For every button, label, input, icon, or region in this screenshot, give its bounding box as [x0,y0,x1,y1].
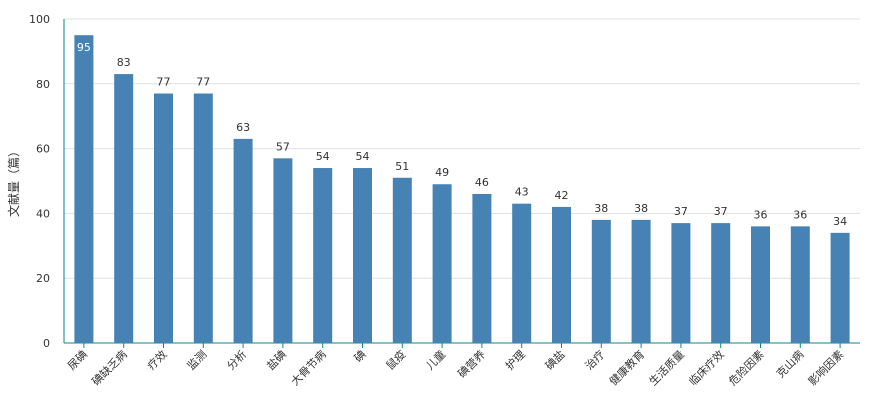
bar[interactable] [74,35,94,343]
data-label: 42 [555,189,569,202]
axes [63,19,860,348]
data-label: 37 [674,205,688,218]
data-label: 38 [634,202,648,215]
bar[interactable] [313,168,333,343]
data-label: 83 [117,56,131,69]
bar[interactable] [193,93,213,344]
x-tick-label: 影响因素 [806,348,846,388]
bar[interactable] [671,223,691,343]
data-label: 37 [714,205,728,218]
data-label: 77 [196,76,210,89]
x-tick-label: 疗效 [144,347,169,372]
x-tick-label: 尿碘 [65,348,90,373]
x-tick-label: 盐碘 [264,348,289,373]
y-tick-label: 60 [36,143,50,156]
data-label: 38 [594,202,608,215]
y-tick-label: 80 [36,78,50,91]
bar[interactable] [114,74,134,343]
gridlines [64,18,860,279]
x-tick-label: 临床疗效 [686,347,727,388]
data-label: 57 [276,140,290,153]
bar[interactable] [353,168,372,343]
y-tick-label: 40 [36,207,50,220]
bar[interactable] [631,219,651,343]
data-label: 34 [833,215,847,228]
bar[interactable] [233,138,253,343]
x-tick-label: 分析 [224,347,249,372]
x-tick-label: 健康教育 [606,347,647,388]
x-tick-label: 碘营养 [455,347,488,380]
bar[interactable] [472,193,492,343]
x-tick-label: 碘盐 [543,348,568,373]
x-tick-label: 碘缺乏病 [89,347,130,388]
y-tick-label: 20 [36,272,50,285]
x-tick-label: 危险因素 [726,347,767,388]
bar[interactable] [790,226,810,343]
data-label: 63 [236,121,250,134]
x-tick-label: 生活质量 [646,347,687,388]
bar[interactable] [432,184,452,343]
data-label: 54 [356,150,370,163]
x-tick-label: 监测 [185,348,210,373]
bar[interactable] [392,177,412,343]
y-tick-label: 0 [43,337,50,350]
data-label: 95 [77,41,91,54]
x-tick-label: 克山病 [773,347,806,380]
data-label: 46 [475,176,489,189]
bar[interactable] [512,203,532,343]
bar[interactable] [591,219,611,343]
bar[interactable] [154,93,173,344]
data-label: 36 [793,208,807,221]
data-label: 36 [754,208,768,221]
x-tick-label: 大骨节病 [288,347,329,388]
bar[interactable] [273,158,293,343]
x-tick-label: 治疗 [582,347,607,372]
bar[interactable] [552,206,571,343]
data-label: 77 [157,76,171,89]
x-tick-label: 碘 [352,348,369,365]
bar[interactable] [830,232,850,343]
bar[interactable] [711,223,731,343]
x-tick-label: 护理 [502,347,527,372]
bar[interactable] [751,226,770,343]
y-axis-title: 文献量（篇） [6,145,21,217]
data-label: 51 [395,160,409,173]
x-tick-label: 鼠疫 [383,347,408,372]
data-label: 43 [515,186,529,199]
bars [74,35,850,344]
data-label: 54 [316,150,330,163]
data-label: 49 [435,166,449,179]
x-tick-label: 儿童 [423,347,448,372]
y-tick-label: 100 [29,13,50,26]
